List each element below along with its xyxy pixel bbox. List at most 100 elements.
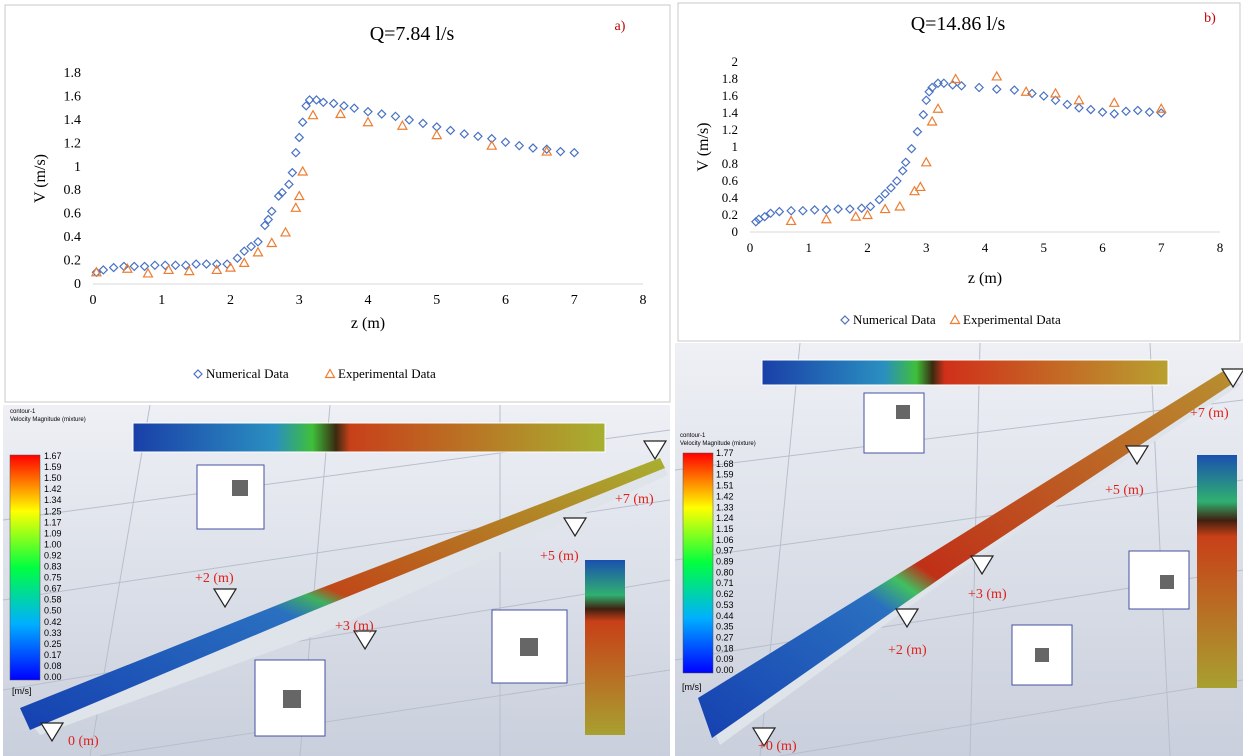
position-label: 0 (m) — [68, 734, 99, 749]
position-label: +2 (m) — [195, 571, 234, 586]
y-tick-label: 0 — [732, 224, 739, 239]
colorbar-label: 1.51 — [716, 481, 734, 491]
legend-label: Experimental Data — [338, 366, 436, 381]
x-tick-label: 0 — [90, 293, 97, 308]
cfd-panel — [675, 343, 1243, 756]
colorbar-label: 0.89 — [716, 557, 734, 567]
colorbar-unit: [m/s] — [12, 686, 32, 696]
position-label: +7 (m) — [615, 492, 654, 507]
contour-title: contour-1 — [10, 409, 36, 415]
cfd-panel — [3, 405, 670, 756]
colorbar-label: 1.06 — [716, 535, 734, 545]
y-tick-label: 0.4 — [722, 190, 739, 205]
y-tick-label: 0.2 — [64, 254, 82, 269]
position-label: +5 (m) — [540, 549, 579, 564]
y-tick-label: 0.6 — [722, 173, 739, 188]
y-tick-label: 0 — [74, 277, 81, 292]
y-axis-label: V (m/s) — [695, 122, 712, 171]
position-label: +7 (m) — [1190, 406, 1229, 421]
chart-frame — [678, 3, 1240, 341]
top-view-bar — [133, 423, 605, 452]
position-label: +5 (m) — [1105, 483, 1144, 498]
colorbar-label: 1.15 — [716, 524, 734, 534]
y-axis-label: V (m/s) — [32, 154, 49, 203]
colorbar-label: 0.17 — [44, 650, 62, 660]
colorbar-label: 0.75 — [44, 573, 62, 583]
x-tick-label: 5 — [1041, 240, 1048, 255]
y-tick-label: 1.2 — [64, 136, 82, 151]
colorbar-label: 0.92 — [44, 550, 62, 560]
colorbar-label: 0.08 — [44, 661, 62, 671]
contour-variable: Velocity Magnitude (mixture) — [10, 417, 86, 423]
y-tick-label: 0.2 — [722, 207, 738, 222]
x-tick-label: 5 — [433, 293, 440, 308]
colorbar-label: 1.00 — [44, 539, 62, 549]
colorbar-label: 0.44 — [716, 611, 734, 621]
x-tick-label: 6 — [1099, 240, 1106, 255]
colorbar-label: 0.25 — [44, 639, 62, 649]
colorbar-label: 1.33 — [716, 502, 734, 512]
colorbar-label: 1.42 — [716, 491, 734, 501]
colorbar-label: 0.42 — [44, 617, 62, 627]
contour-title: contour-1 — [680, 433, 706, 439]
x-tick-label: 4 — [365, 293, 372, 308]
x-tick-label: 3 — [923, 240, 930, 255]
colorbar-label: 0.09 — [716, 654, 734, 664]
colorbar-label: 1.09 — [44, 528, 62, 538]
colorbar-label: 0.27 — [716, 632, 734, 642]
axis-triad — [197, 465, 264, 529]
y-tick-label: 2 — [732, 54, 739, 69]
colorbar-label: 0.00 — [716, 665, 734, 675]
colorbar-label: 1.24 — [716, 513, 734, 523]
colorbar-label: 1.59 — [44, 462, 62, 472]
x-tick-label: 8 — [1217, 240, 1224, 255]
colorbar-label: 0.71 — [716, 578, 734, 588]
chart-title: Q=14.86 l/s — [911, 13, 1006, 35]
panel-label: b) — [1204, 11, 1216, 26]
colorbar-label: 1.42 — [44, 484, 62, 494]
side-view-bar — [585, 560, 625, 735]
y-tick-label: 1.2 — [722, 122, 738, 137]
x-tick-label: 1 — [806, 240, 813, 255]
x-tick-label: 1 — [158, 293, 165, 308]
colorbar-unit: [m/s] — [682, 682, 702, 692]
y-tick-label: 0.8 — [64, 183, 82, 198]
position-label: +0 (m) — [758, 739, 797, 754]
position-label: +3 (m) — [335, 619, 374, 634]
y-tick-label: 1.6 — [64, 89, 82, 104]
colorbar-label: 1.77 — [716, 448, 734, 458]
y-tick-label: 1.6 — [722, 88, 739, 103]
chart-title: Q=7.84 l/s — [370, 23, 455, 45]
y-tick-label: 1.8 — [64, 66, 82, 81]
colorbar-label: 0.97 — [716, 546, 734, 556]
colorbar-label: 1.68 — [716, 459, 734, 469]
colorbar-label: 0.80 — [716, 567, 734, 577]
y-tick-label: 1.4 — [64, 113, 82, 128]
x-axis-label: z (m) — [351, 315, 385, 332]
panel-label: a) — [615, 19, 626, 34]
axis-triad — [1129, 551, 1189, 609]
figure: Q=7.84 l/s a) z (m) V (m/s) 0 0.2 0.4 0.6 0.8 1 1.… — [0, 0, 1243, 756]
top-view-bar — [762, 360, 1168, 385]
contour-variable: Velocity Magnitude (mixture) — [680, 441, 756, 447]
x-tick-label: 2 — [864, 240, 871, 255]
colorbar-label: 1.59 — [716, 470, 734, 480]
colorbar-label: 0.62 — [716, 589, 734, 599]
x-tick-label: 4 — [982, 240, 989, 255]
y-tick-label: 0.4 — [64, 230, 82, 245]
y-tick-label: 0.8 — [722, 156, 738, 171]
colorbar-label: 0.00 — [44, 672, 62, 682]
colorbar-label: 0.50 — [44, 606, 62, 616]
colorbar-label: 1.17 — [44, 517, 62, 527]
colorbar-label: 1.67 — [44, 451, 62, 461]
x-tick-label: 7 — [571, 293, 578, 308]
position-label: +3 (m) — [968, 587, 1007, 602]
colorbar-label: 0.58 — [44, 595, 62, 605]
x-tick-label: 0 — [747, 240, 754, 255]
axis-triad — [864, 393, 924, 453]
colorbar-label: 0.33 — [44, 628, 62, 638]
colorbar-label: 0.18 — [716, 643, 734, 653]
side-view-bar — [1197, 455, 1237, 688]
x-tick-label: 3 — [296, 293, 303, 308]
colorbar-label: 1.50 — [44, 473, 62, 483]
